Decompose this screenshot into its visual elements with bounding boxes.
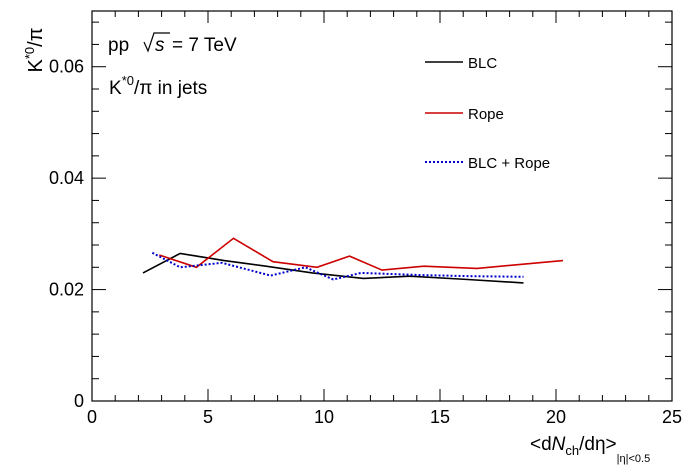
obs-super: *0: [122, 73, 134, 88]
plot-area: 0 5 10 15 20 25 0 0.02 0.04 0.06: [49, 11, 682, 427]
x-tick-label: 0: [87, 407, 97, 427]
legend-label-blc-rope: BLC + Rope: [468, 155, 550, 172]
x-tick-label: 5: [203, 407, 213, 427]
y-tick-label: 0: [74, 391, 84, 411]
x-tick-label: 10: [314, 407, 334, 427]
series-line-rope: [159, 237, 564, 271]
series-line-blc-rope: [151, 251, 524, 281]
legend: BLC Rope BLC + Rope: [425, 55, 550, 172]
y-tick-label: 0.06: [49, 57, 84, 77]
obs-main: K: [109, 78, 122, 99]
x-tick-label: 15: [430, 407, 450, 427]
annotation-observable: K*0/π in jets: [109, 73, 207, 99]
y-tick-label: 0.02: [49, 280, 84, 300]
annotation-energy: = 7 TeV: [172, 35, 237, 56]
legend-label-rope: Rope: [468, 106, 504, 123]
y-tick-label: 0.04: [49, 168, 84, 188]
sqrt-s-symbol: s: [143, 32, 170, 56]
x-tick-label: 25: [662, 407, 682, 427]
series-line-blc: [142, 252, 524, 284]
s-symbol: s: [155, 35, 165, 56]
y-axis-title: K*0/π: [22, 28, 47, 73]
x-tick-label: 20: [546, 407, 566, 427]
obs-tail: /π in jets: [134, 78, 207, 99]
annotation-system: pp: [108, 35, 129, 56]
plot-frame: [91, 10, 673, 402]
system-prefix: pp: [108, 35, 129, 56]
legend-label-blc: BLC: [468, 55, 497, 72]
